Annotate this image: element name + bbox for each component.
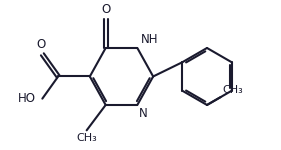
Text: O: O [36,38,46,51]
Text: CH₃: CH₃ [76,134,97,143]
Text: N: N [139,106,148,120]
Text: CH₃: CH₃ [222,85,243,94]
Text: NH: NH [140,33,158,46]
Text: HO: HO [17,92,35,105]
Text: O: O [101,3,110,16]
